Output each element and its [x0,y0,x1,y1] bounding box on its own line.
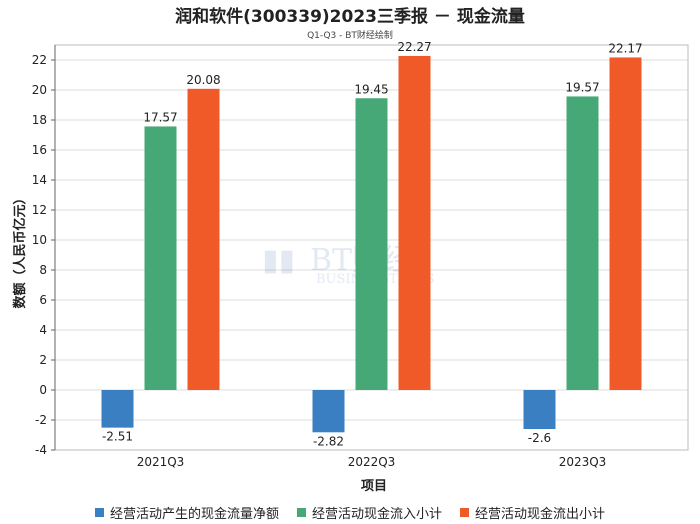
y-tick-label: 2 [39,353,47,367]
bar-chart: ▮▮ BT财经 BUSINESSTIMES -4-202468101214161… [12,40,689,494]
axes: -4 -2 0 2 4 6 8 10 12 14 16 18 20 22 2021Q3 2022Q3 2023Q… [32,44,689,469]
x-tick-label: 2021Q3 [137,455,185,469]
y-axis-label: 数额（人民币亿元） [12,191,28,308]
chart-subtitle: Q1-Q3 - BT财经绘制 [307,31,393,41]
legend-swatch-net-cashflow [94,508,104,517]
bar [101,390,134,428]
legend-swatch-outflow [460,508,469,517]
y-tick-label: -4 [35,443,47,457]
data-label: 22.17 [608,41,642,55]
bars [101,55,642,433]
bar [187,88,220,391]
y-tick-label: 6 [39,293,47,307]
legend: 经营活动产生的现金流量净额 经营活动现金流入小计 经营活动现金流出小计 [0,503,700,522]
bar [398,55,431,390]
bar [566,96,599,390]
y-tick-label: 8 [39,263,47,277]
x-tick-label: 2022Q3 [348,455,396,469]
bar [312,390,345,433]
data-label: 20.08 [186,73,220,87]
y-tick-label: 20 [32,83,47,97]
bar [355,98,388,390]
data-label: 19.45 [354,82,388,96]
legend-swatch-inflow [296,508,306,517]
x-tick-label: 2023Q3 [559,455,607,469]
legend-label-inflow: 经营活动现金流入小计 [311,507,442,522]
chart-title: 润和软件(300339)2023三季报 － 现金流量 [175,7,525,27]
y-tick-label: 0 [39,383,47,397]
y-tick-label: 18 [32,113,47,127]
data-label: -2.82 [313,434,344,448]
y-tick-label: 14 [32,173,47,187]
data-label: 19.57 [565,80,599,94]
y-tick-label: 16 [32,143,47,157]
legend-item-outflow: 经营活动现金流出小计 [460,503,605,522]
y-tick-label: 12 [32,203,47,217]
data-labels: -2.51 17.57 20.08 -2.82 19.45 22.27 -2.6 19.57 2… [102,40,643,448]
data-label: 22.27 [397,40,431,54]
legend-item-inflow: 经营活动现金流入小计 [296,503,442,522]
data-label: 17.57 [143,110,177,124]
bar [523,390,556,429]
bar [144,126,177,390]
y-tick-label: 22 [32,53,47,67]
y-tick-label: 4 [39,323,47,337]
legend-label-outflow: 经营活动现金流出小计 [475,507,606,522]
legend-item-net-cashflow: 经营活动产生的现金流量净额 [94,503,279,522]
x-axis-label: 项目 [361,479,387,494]
data-label: -2.51 [102,430,133,444]
y-tick-label: 10 [32,233,47,247]
data-label: -2.6 [528,431,551,445]
watermark-logo-mark: ▮▮ [262,243,295,278]
y-tick-label: -2 [35,413,47,427]
bar [609,57,642,390]
legend-label-net-cashflow: 经营活动产生的现金流量净额 [109,507,279,522]
